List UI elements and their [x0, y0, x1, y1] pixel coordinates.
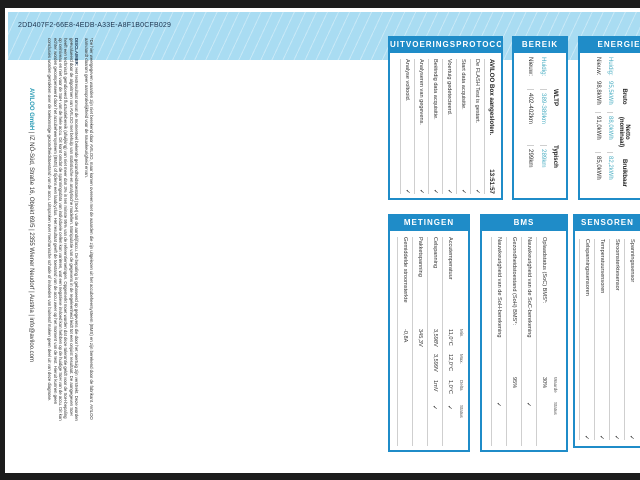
bms-row: Oplaadstatus (SoC) BMS*: 30% — [536, 237, 551, 446]
check-icon: ✓ — [598, 434, 605, 440]
sensoren-title: SENSOREN — [575, 216, 640, 231]
protocol-card: UITVOERINGSPROTOCOL AVILOO Box aangeslot… — [388, 36, 503, 200]
metingen-row: Gemiddelde stroomsterkte -0,8A — [397, 237, 412, 446]
metingen-header-row: Min. Max. Delta Status — [459, 329, 464, 418]
protocol-row: AVILOO Box aangesloten. 13:51:57 — [484, 59, 498, 194]
footer-address: | IZ NÖ-Süd, Straße 16, Objekt 69/5 | 23… — [27, 130, 34, 362]
sensor-row: Stroomsterktesensor ✓ — [609, 239, 624, 440]
disclaimer: DISCLAIMER: Het testresultaat omvat de m… — [47, 38, 79, 423]
check-icon: ✓ — [460, 188, 466, 194]
protocol-row: Voertuig gedetecteerd. ✓ — [442, 59, 456, 194]
metingen-card: METINGEN Min. Max. Delta Status Accutempera… — [388, 214, 470, 452]
bereik-row-nieuw: Nieuw: 402-402km 299km — [524, 57, 537, 196]
energie-title: ENERGIE — [580, 38, 640, 53]
metingen-title: METINGEN — [390, 216, 468, 231]
protocol-row: De FLASH Test is gestart. ✓ — [470, 59, 484, 194]
metingen-row: Pakketspanning 345,3V — [412, 237, 427, 446]
check-icon: ✓ — [432, 188, 438, 194]
check-icon: ✓ — [404, 188, 410, 194]
disclaimer-section: *De hier weergegeven waarden zijn niet b… — [14, 38, 94, 423]
document-id: 2DD407F2-66E8-4EDB-A33E-A8F1B0CFB029 — [18, 22, 172, 29]
sensoren-card: SENSOREN Spanningssensor ✓ Stroomsterktes… — [573, 214, 640, 448]
bms-header-row: Waarde Status — [553, 377, 558, 415]
check-icon: ✓ — [431, 405, 438, 411]
check-icon: ✓ — [613, 434, 620, 440]
energie-header-row: Bruto Netto (nominaal) Bruikbaar — [616, 57, 632, 198]
bms-title: BMS — [482, 216, 566, 231]
bms-row: Nauwkeurigheid van de SoC-berekening ✓ — [521, 237, 536, 446]
disclaimer-label: DISCLAIMER: — [74, 38, 80, 67]
energie-row-nieuw: Nieuw: 98,8kWh 91,0kWh 85,0kWh — [592, 57, 604, 198]
check-icon: ✓ — [446, 405, 453, 411]
sensor-row: Celspanningssensoren ✓ — [579, 239, 594, 440]
check-icon: ✓ — [525, 402, 532, 408]
disclaimer-text: Het testresultaat omvat de momenteel bek… — [47, 38, 80, 421]
bms-row: Nauwkeurigheid van de SoH-berekening ✓ — [491, 237, 506, 446]
footnote: *De hier weergegeven waarden zijn niet b… — [83, 38, 94, 420]
check-icon: ✓ — [418, 188, 424, 194]
bms-row: Gezondheidstoestand (SoH) BMS*: 95% — [506, 237, 521, 446]
bereik-title: BEREIK — [514, 38, 566, 53]
bereik-header-typisch: Typisch — [552, 145, 560, 168]
protocol-row: Start data acquisitie. ✓ — [456, 59, 470, 194]
energie-header-bruikbaar: Bruikbaar — [621, 158, 627, 187]
sensor-row: Temperatuursensoren ✓ — [594, 239, 609, 440]
footer: AVILOO GmbH | IZ NÖ-Süd, Straße 16, Obje… — [28, 38, 34, 423]
protocol-row: Analyseren van gegevens. ✓ — [414, 59, 428, 194]
footer-company: AVILOO GmbH — [27, 88, 34, 131]
check-icon: ✓ — [583, 434, 590, 440]
energie-row-huidig: Huidig: 95,5kWh 88,0kWh 82,2kWh — [604, 57, 616, 198]
bereik-card: BEREIK WLTP Typisch Huidig: 389-389km 289km… — [512, 36, 568, 200]
sensor-row: Spanningssensor ✓ — [624, 239, 639, 440]
check-icon: ✓ — [446, 188, 452, 194]
metingen-row: Celspanning 3,598V 3,599V 1mV ✓ — [427, 237, 442, 446]
bereik-header-row: WLTP Typisch — [550, 57, 562, 196]
protocol-title: UITVOERINGSPROTOCOL — [390, 38, 501, 53]
check-icon: ✓ — [495, 402, 502, 408]
metingen-row: Accutemperatuur 11,0°C 12,0°C 1,0°C ✓ — [442, 237, 457, 446]
protocol-time: 13:51:57 — [488, 169, 495, 194]
check-icon: ✓ — [474, 188, 480, 194]
check-icon: ✓ — [628, 434, 635, 440]
protocol-row: Analyse voltooid. ✓ — [400, 59, 414, 194]
energie-card: ENERGIE Bruto Netto (nominaal) Bruikbaar H… — [578, 36, 640, 200]
bereik-row-huidig: Huidig: 389-389km 289km — [537, 57, 550, 196]
report-page: 2DD407F2-66E8-4EDB-A33E-A8F1B0CFB029 *De… — [5, 8, 640, 473]
bms-card: BMS Waarde Status Oplaadstatus (SoC) BMS*… — [480, 214, 568, 452]
protocol-row: Beëindig data acquisitie. ✓ — [428, 59, 442, 194]
